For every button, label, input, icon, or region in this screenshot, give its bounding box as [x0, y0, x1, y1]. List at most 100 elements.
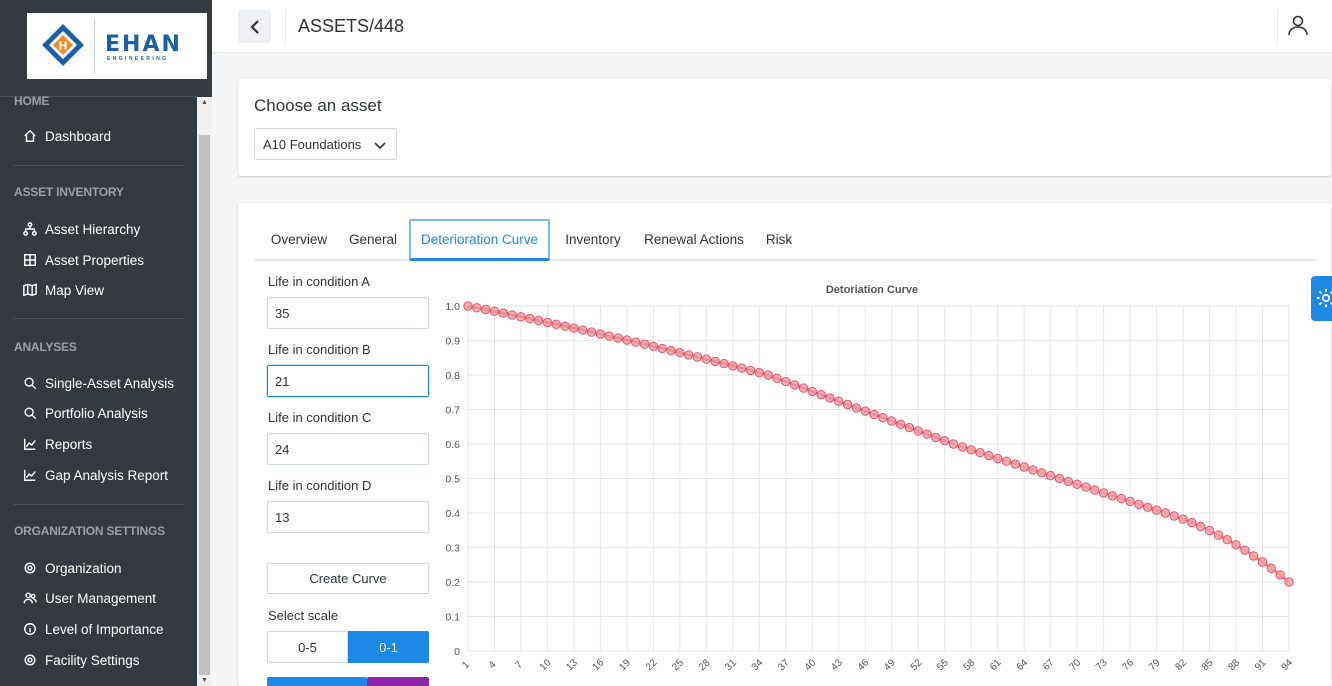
data-point[interactable]	[1204, 525, 1215, 536]
sidebar-item-reports[interactable]: Reports	[22, 433, 92, 455]
data-point[interactable]	[1116, 493, 1126, 504]
data-point[interactable]	[639, 339, 650, 349]
data-point[interactable]	[648, 341, 659, 352]
data-point[interactable]	[1134, 499, 1144, 510]
data-point[interactable]	[1196, 521, 1206, 532]
data-point[interactable]	[913, 426, 923, 436]
data-point[interactable]	[1072, 479, 1082, 490]
data-point[interactable]	[754, 368, 764, 378]
data-point[interactable]	[551, 319, 562, 329]
data-point[interactable]	[1266, 563, 1276, 573]
data-point[interactable]	[525, 313, 535, 324]
data-point[interactable]	[1187, 517, 1197, 528]
data-point[interactable]	[1275, 570, 1285, 580]
data-point[interactable]	[807, 386, 817, 397]
data-point[interactable]	[948, 439, 959, 449]
data-point[interactable]	[940, 436, 950, 446]
data-point[interactable]	[560, 321, 570, 331]
data-point[interactable]	[789, 380, 800, 390]
sidebar-scrollbar[interactable]: ▲ ▼	[197, 97, 212, 686]
data-point[interactable]	[1019, 462, 1029, 472]
data-point[interactable]	[622, 335, 632, 345]
data-point[interactable]	[542, 317, 553, 328]
data-point[interactable]	[984, 450, 994, 461]
data-point[interactable]	[1001, 456, 1012, 466]
tab-risk[interactable]: Risk	[765, 231, 793, 247]
data-point[interactable]	[957, 442, 968, 452]
data-point[interactable]	[772, 373, 782, 384]
sidebar-item-organization[interactable]: Organization	[22, 557, 122, 579]
data-point[interactable]	[869, 409, 879, 420]
data-point[interactable]	[1143, 502, 1153, 513]
data-point[interactable]	[1240, 545, 1250, 555]
data-point[interactable]	[878, 413, 888, 423]
bottom-action-button-primary[interactable]	[267, 677, 367, 686]
tab-renewal-actions[interactable]: Renewal Actions	[644, 231, 744, 247]
data-point[interactable]	[507, 310, 517, 320]
create-curve-button[interactable]: Create Curve	[267, 563, 429, 594]
scroll-down-icon[interactable]: ▼	[201, 677, 208, 684]
data-point[interactable]	[1222, 535, 1232, 545]
data-point[interactable]	[781, 376, 791, 387]
data-point[interactable]	[737, 363, 747, 373]
data-point[interactable]	[675, 348, 685, 358]
data-point[interactable]	[481, 304, 491, 315]
data-point[interactable]	[1098, 488, 1109, 498]
data-point[interactable]	[684, 350, 694, 360]
data-point[interactable]	[798, 383, 809, 393]
data-point[interactable]	[816, 390, 826, 400]
data-point[interactable]	[1045, 470, 1056, 481]
data-point[interactable]	[825, 393, 835, 403]
data-point[interactable]	[975, 447, 985, 458]
bottom-action-button-secondary[interactable]	[367, 677, 429, 686]
data-point[interactable]	[498, 308, 509, 318]
data-point[interactable]	[1169, 511, 1179, 521]
data-point[interactable]	[533, 315, 544, 326]
data-point[interactable]	[993, 453, 1003, 464]
data-point[interactable]	[604, 331, 614, 341]
sidebar-item-gap-analysis-report[interactable]: Gap Analysis Report	[22, 464, 168, 486]
data-point[interactable]	[1249, 551, 1259, 561]
tab-overview[interactable]: Overview	[270, 231, 328, 247]
user-profile-button[interactable]	[1286, 13, 1312, 39]
data-point[interactable]	[851, 403, 862, 413]
scale-0-5-button[interactable]: 0-5	[267, 631, 348, 663]
sidebar-item-user-management[interactable]: User Management	[22, 587, 156, 609]
sidebar-item-asset-hierarchy[interactable]: Asset Hierarchy	[22, 218, 140, 240]
sidebar-item-asset-properties[interactable]: Asset Properties	[22, 249, 144, 271]
sidebar-item-level-of-importance[interactable]: Level of Importance	[22, 618, 164, 640]
data-point[interactable]	[666, 345, 676, 356]
data-point[interactable]	[1178, 514, 1188, 524]
data-point[interactable]	[1160, 508, 1171, 518]
data-point[interactable]	[595, 329, 606, 339]
data-point[interactable]	[586, 327, 597, 337]
data-point[interactable]	[472, 303, 482, 313]
data-point[interactable]	[728, 361, 738, 371]
data-point[interactable]	[1257, 557, 1268, 567]
tab-inventory[interactable]: Inventory	[565, 231, 621, 247]
data-point[interactable]	[1037, 468, 1047, 478]
sidebar-item-map-view[interactable]: Map View	[22, 279, 104, 301]
sidebar-item-single-asset-analysis[interactable]: Single-Asset Analysis	[22, 372, 174, 394]
data-point[interactable]	[489, 306, 500, 316]
data-point[interactable]	[1284, 577, 1294, 587]
data-point[interactable]	[1231, 540, 1241, 550]
data-point[interactable]	[1010, 459, 1020, 469]
data-point[interactable]	[701, 354, 712, 364]
data-point[interactable]	[516, 312, 526, 322]
data-point[interactable]	[710, 356, 720, 367]
asset-select[interactable]: A10 Foundations	[254, 128, 397, 160]
data-point[interactable]	[578, 325, 588, 335]
data-point[interactable]	[719, 358, 729, 369]
data-point[interactable]	[631, 337, 641, 347]
data-point[interactable]	[569, 323, 579, 333]
data-point[interactable]	[922, 429, 932, 439]
data-point[interactable]	[745, 365, 756, 376]
tab-general[interactable]: General	[348, 231, 398, 247]
data-point[interactable]	[1107, 491, 1118, 501]
scroll-up-icon[interactable]: ▲	[201, 99, 208, 106]
sidebar-item-portfolio-analysis[interactable]: Portfolio Analysis	[22, 402, 148, 424]
back-button[interactable]	[238, 10, 271, 43]
sidebar-item-dashboard[interactable]: Dashboard	[22, 125, 111, 147]
data-point[interactable]	[463, 301, 473, 311]
